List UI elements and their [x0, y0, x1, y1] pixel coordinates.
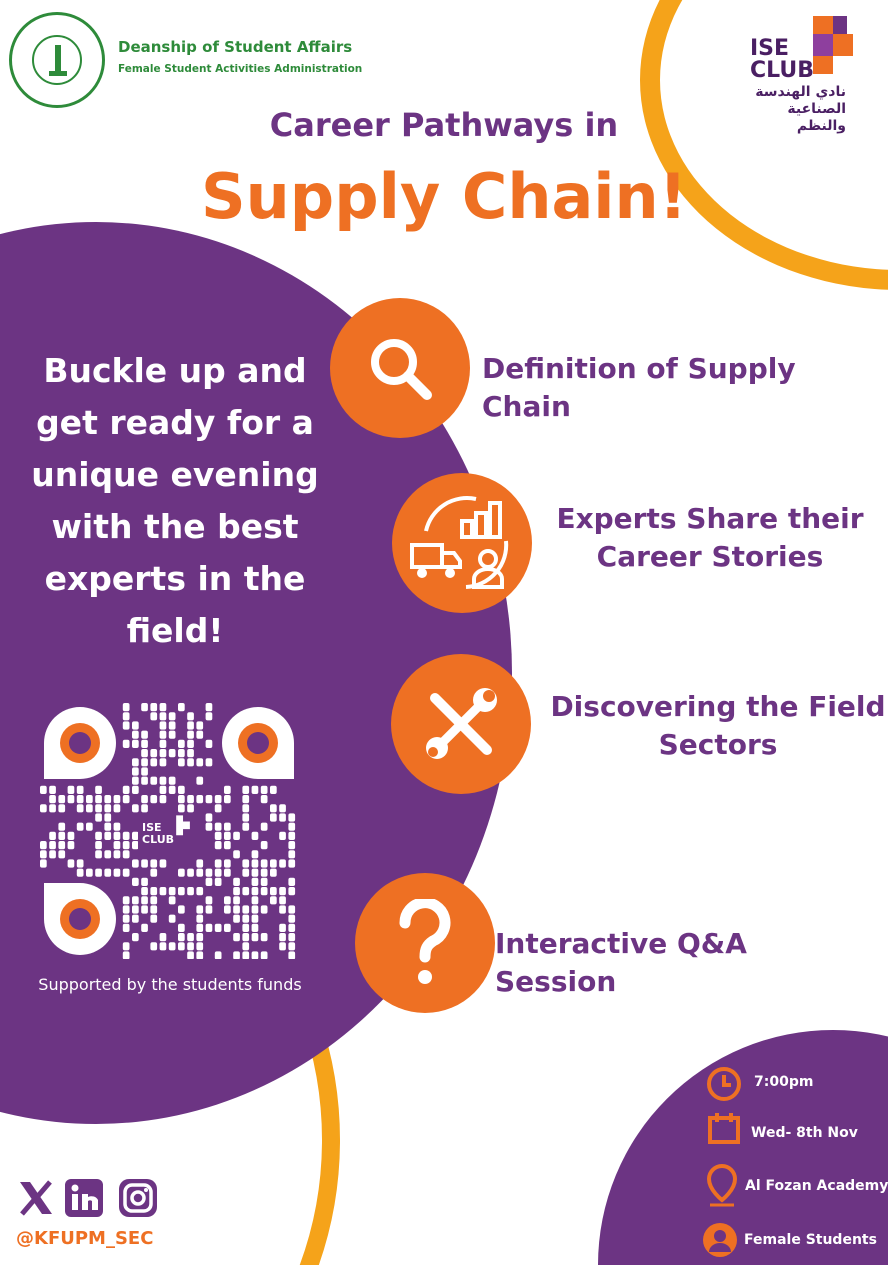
feature-2-label: Experts Share their Career Stories	[556, 502, 864, 573]
calendar-icon	[708, 1113, 740, 1144]
x-icon[interactable]	[16, 1178, 56, 1218]
event-audience: Female Students	[744, 1232, 877, 1248]
magnifier-icon	[371, 339, 432, 400]
event-title-line1: Career Pathways in	[269, 106, 619, 144]
ise-club-logo-arabic: نادي الهندسة الصناعية والنظم	[755, 84, 846, 134]
qr-center-logo-mark	[176, 815, 190, 836]
tools-icon	[426, 688, 497, 759]
location-pin-icon	[706, 1163, 738, 1207]
instagram-icon[interactable]	[118, 1178, 158, 1218]
qr-code[interactable]	[40, 703, 298, 959]
supply-chain-icon	[410, 496, 509, 589]
event-time: 7:00pm	[754, 1074, 814, 1090]
deanship-title: Deanship of Student Affairs	[118, 38, 353, 56]
qr-center-label: ISE CLUB	[142, 821, 175, 846]
feature-1-label: Definition of Supply Chain	[482, 352, 796, 423]
supported-by-text: Supported by the students funds	[38, 975, 302, 994]
clock-icon	[707, 1067, 741, 1101]
feature-3-label: Discovering the Field Sectors	[550, 690, 886, 761]
event-date: Wed- 8th Nov	[751, 1125, 858, 1141]
feature-4-label: Interactive Q&A Session	[495, 927, 747, 998]
feature-3-badge	[391, 654, 531, 794]
event-tagline: Buckle up and get ready for a unique eve…	[31, 351, 319, 650]
ise-club-logo-mark	[813, 16, 853, 74]
deanship-subtitle: Female Student Activities Administration	[118, 63, 363, 75]
social-handle[interactable]: @KFUPM_SEC	[16, 1228, 154, 1249]
ise-club-logo-text: ISE CLUB	[750, 36, 815, 83]
event-location: Al Fozan Academy	[745, 1178, 888, 1194]
event-title-line2: Supply Chain!	[201, 160, 687, 233]
ise-club-logo: ISE CLUB نادي الهندسة الصناعية والنظم	[750, 16, 870, 141]
university-seal-logo	[9, 12, 105, 108]
feature-2-badge	[392, 473, 532, 613]
feature-1-badge	[330, 298, 470, 438]
purple-circle-details	[598, 1030, 888, 1265]
question-icon	[399, 899, 451, 984]
linkedin-icon[interactable]	[64, 1178, 104, 1218]
feature-4-badge	[355, 873, 495, 1013]
female-user-icon	[703, 1223, 737, 1257]
